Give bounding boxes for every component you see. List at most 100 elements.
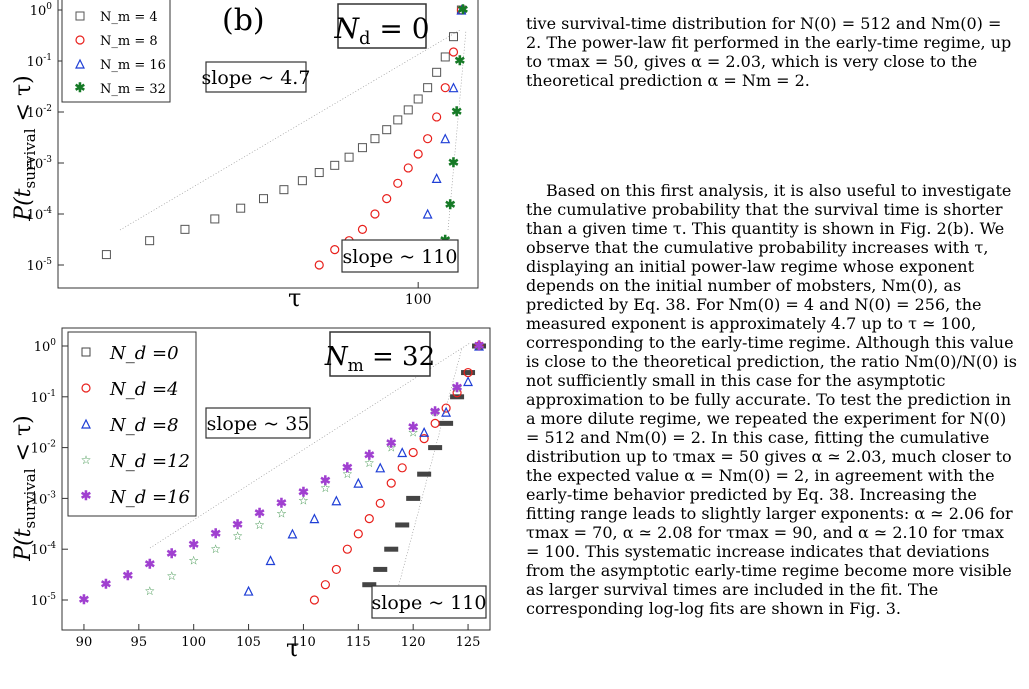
data-point bbox=[243, 585, 254, 596]
legend: N_d =0 N_d =4 N_d =8 ☆ N_d =12 ✱ N_d =16 bbox=[67, 331, 197, 517]
data-point: ✱ bbox=[320, 474, 331, 489]
data-point bbox=[364, 514, 374, 524]
legend-label: N_d =8 bbox=[109, 415, 179, 436]
legend-label: N_d =0 bbox=[109, 343, 179, 364]
data-point: ☆ bbox=[232, 529, 243, 543]
data-point bbox=[344, 152, 354, 162]
data-point bbox=[472, 343, 487, 349]
data-point: ✱ bbox=[276, 496, 287, 511]
legend-label: N_d =16 bbox=[109, 487, 190, 508]
data-point: ✱ bbox=[122, 569, 133, 584]
x-tick-label: 115 bbox=[346, 635, 371, 650]
data-point bbox=[362, 582, 377, 588]
svg-text:slope ~ 35: slope ~ 35 bbox=[207, 413, 310, 435]
legend-marker bbox=[75, 58, 85, 69]
data-point bbox=[309, 595, 320, 605]
legend-marker bbox=[75, 11, 85, 21]
data-point bbox=[279, 185, 289, 195]
data-point bbox=[375, 498, 385, 508]
slope-annotation-1: slope ~ 35 bbox=[205, 407, 311, 439]
legend: N_m = 4 N_m = 8 N_m = 16 ✱ N_m = 32 bbox=[61, 0, 171, 103]
data-point bbox=[419, 426, 430, 437]
data-point bbox=[180, 224, 190, 234]
data-point: ✱ bbox=[451, 105, 462, 120]
data-point bbox=[461, 370, 476, 376]
data-point: ✱ bbox=[100, 578, 111, 593]
y-tick-label: 10-1 bbox=[31, 389, 56, 406]
data-point: ✱ bbox=[188, 538, 199, 553]
legend-label: N_m = 16 bbox=[100, 58, 166, 73]
data-point bbox=[382, 194, 392, 204]
data-point: ☆ bbox=[474, 339, 485, 353]
data-point bbox=[448, 32, 458, 42]
y-tick-label: 10-1 bbox=[27, 53, 52, 70]
legend-label: N_d =4 bbox=[109, 379, 179, 400]
data-point: ☆ bbox=[276, 507, 287, 521]
data-point: ☆ bbox=[254, 518, 265, 532]
data-point: ✱ bbox=[448, 156, 459, 171]
data-point: ☆ bbox=[364, 456, 375, 470]
data-point bbox=[452, 388, 462, 398]
legend-marker: ✱ bbox=[75, 81, 86, 96]
data-point: ☆ bbox=[210, 542, 221, 556]
data-point: ✱ bbox=[457, 3, 468, 18]
data-point: ☆ bbox=[320, 481, 331, 495]
data-point bbox=[463, 376, 474, 387]
data-point bbox=[408, 447, 418, 458]
data-point bbox=[441, 406, 452, 417]
data-point bbox=[265, 555, 276, 566]
data-point: ✱ bbox=[430, 405, 441, 420]
data-point bbox=[413, 149, 423, 159]
data-point bbox=[406, 495, 421, 501]
data-point bbox=[397, 447, 408, 458]
data-point bbox=[440, 83, 450, 93]
data-point bbox=[456, 4, 467, 15]
legend-marker bbox=[81, 347, 91, 357]
legend-marker bbox=[81, 383, 91, 393]
data-point: ☆ bbox=[144, 584, 155, 598]
data-point bbox=[395, 522, 410, 528]
data-point: ✱ bbox=[210, 527, 221, 542]
data-point bbox=[287, 528, 298, 539]
data-point bbox=[417, 471, 432, 477]
data-point: ✱ bbox=[298, 486, 309, 501]
legend-marker bbox=[75, 35, 85, 45]
legend-label: N_m = 8 bbox=[100, 34, 158, 49]
data-point: ☆ bbox=[452, 381, 463, 395]
data-point: ✱ bbox=[166, 547, 177, 562]
nm-label-box: Nm = 32 bbox=[324, 331, 435, 377]
data-point bbox=[357, 224, 368, 234]
svg-text:slope ~ 110: slope ~ 110 bbox=[343, 246, 458, 268]
data-point bbox=[403, 163, 413, 173]
data-point bbox=[330, 160, 340, 170]
plot-frame bbox=[61, 327, 491, 631]
data-point: ✱ bbox=[254, 507, 265, 522]
data-point bbox=[210, 214, 220, 224]
data-point: ✱ bbox=[452, 381, 463, 396]
data-point: ✱ bbox=[408, 420, 419, 435]
svg-text:Nd = 0: Nd = 0 bbox=[333, 12, 429, 49]
x-tick-label: 90 bbox=[76, 635, 93, 650]
data-point: ✱ bbox=[144, 557, 155, 572]
data-point bbox=[423, 83, 433, 93]
x-axis-label: τ bbox=[286, 634, 299, 662]
data-point: ✱ bbox=[386, 437, 397, 452]
data-point bbox=[386, 478, 396, 488]
y-axis-label: P(tsurvival < τ) bbox=[11, 75, 39, 221]
data-point bbox=[397, 463, 407, 473]
legend-marker bbox=[81, 418, 91, 429]
body-paragraph: Based on this first analysis, it is also… bbox=[526, 181, 1017, 618]
y-tick-label: 10-5 bbox=[31, 592, 57, 609]
data-point bbox=[474, 340, 484, 351]
legend-label: N_m = 4 bbox=[100, 10, 158, 25]
data-point bbox=[440, 52, 450, 62]
caption-tail: tive survival-time distribution for N(0)… bbox=[526, 0, 1020, 106]
x-tick-label: 105 bbox=[236, 635, 261, 650]
x-tick-label: 100 bbox=[405, 292, 432, 308]
slope-annotation-2: slope ~ 110 bbox=[341, 239, 459, 273]
data-point: ✱ bbox=[454, 54, 465, 69]
slope-annotation-1: slope ~ 4.7 bbox=[202, 61, 310, 93]
x-tick-label: 100 bbox=[181, 635, 206, 650]
y-tick-label: 100 bbox=[34, 338, 57, 355]
